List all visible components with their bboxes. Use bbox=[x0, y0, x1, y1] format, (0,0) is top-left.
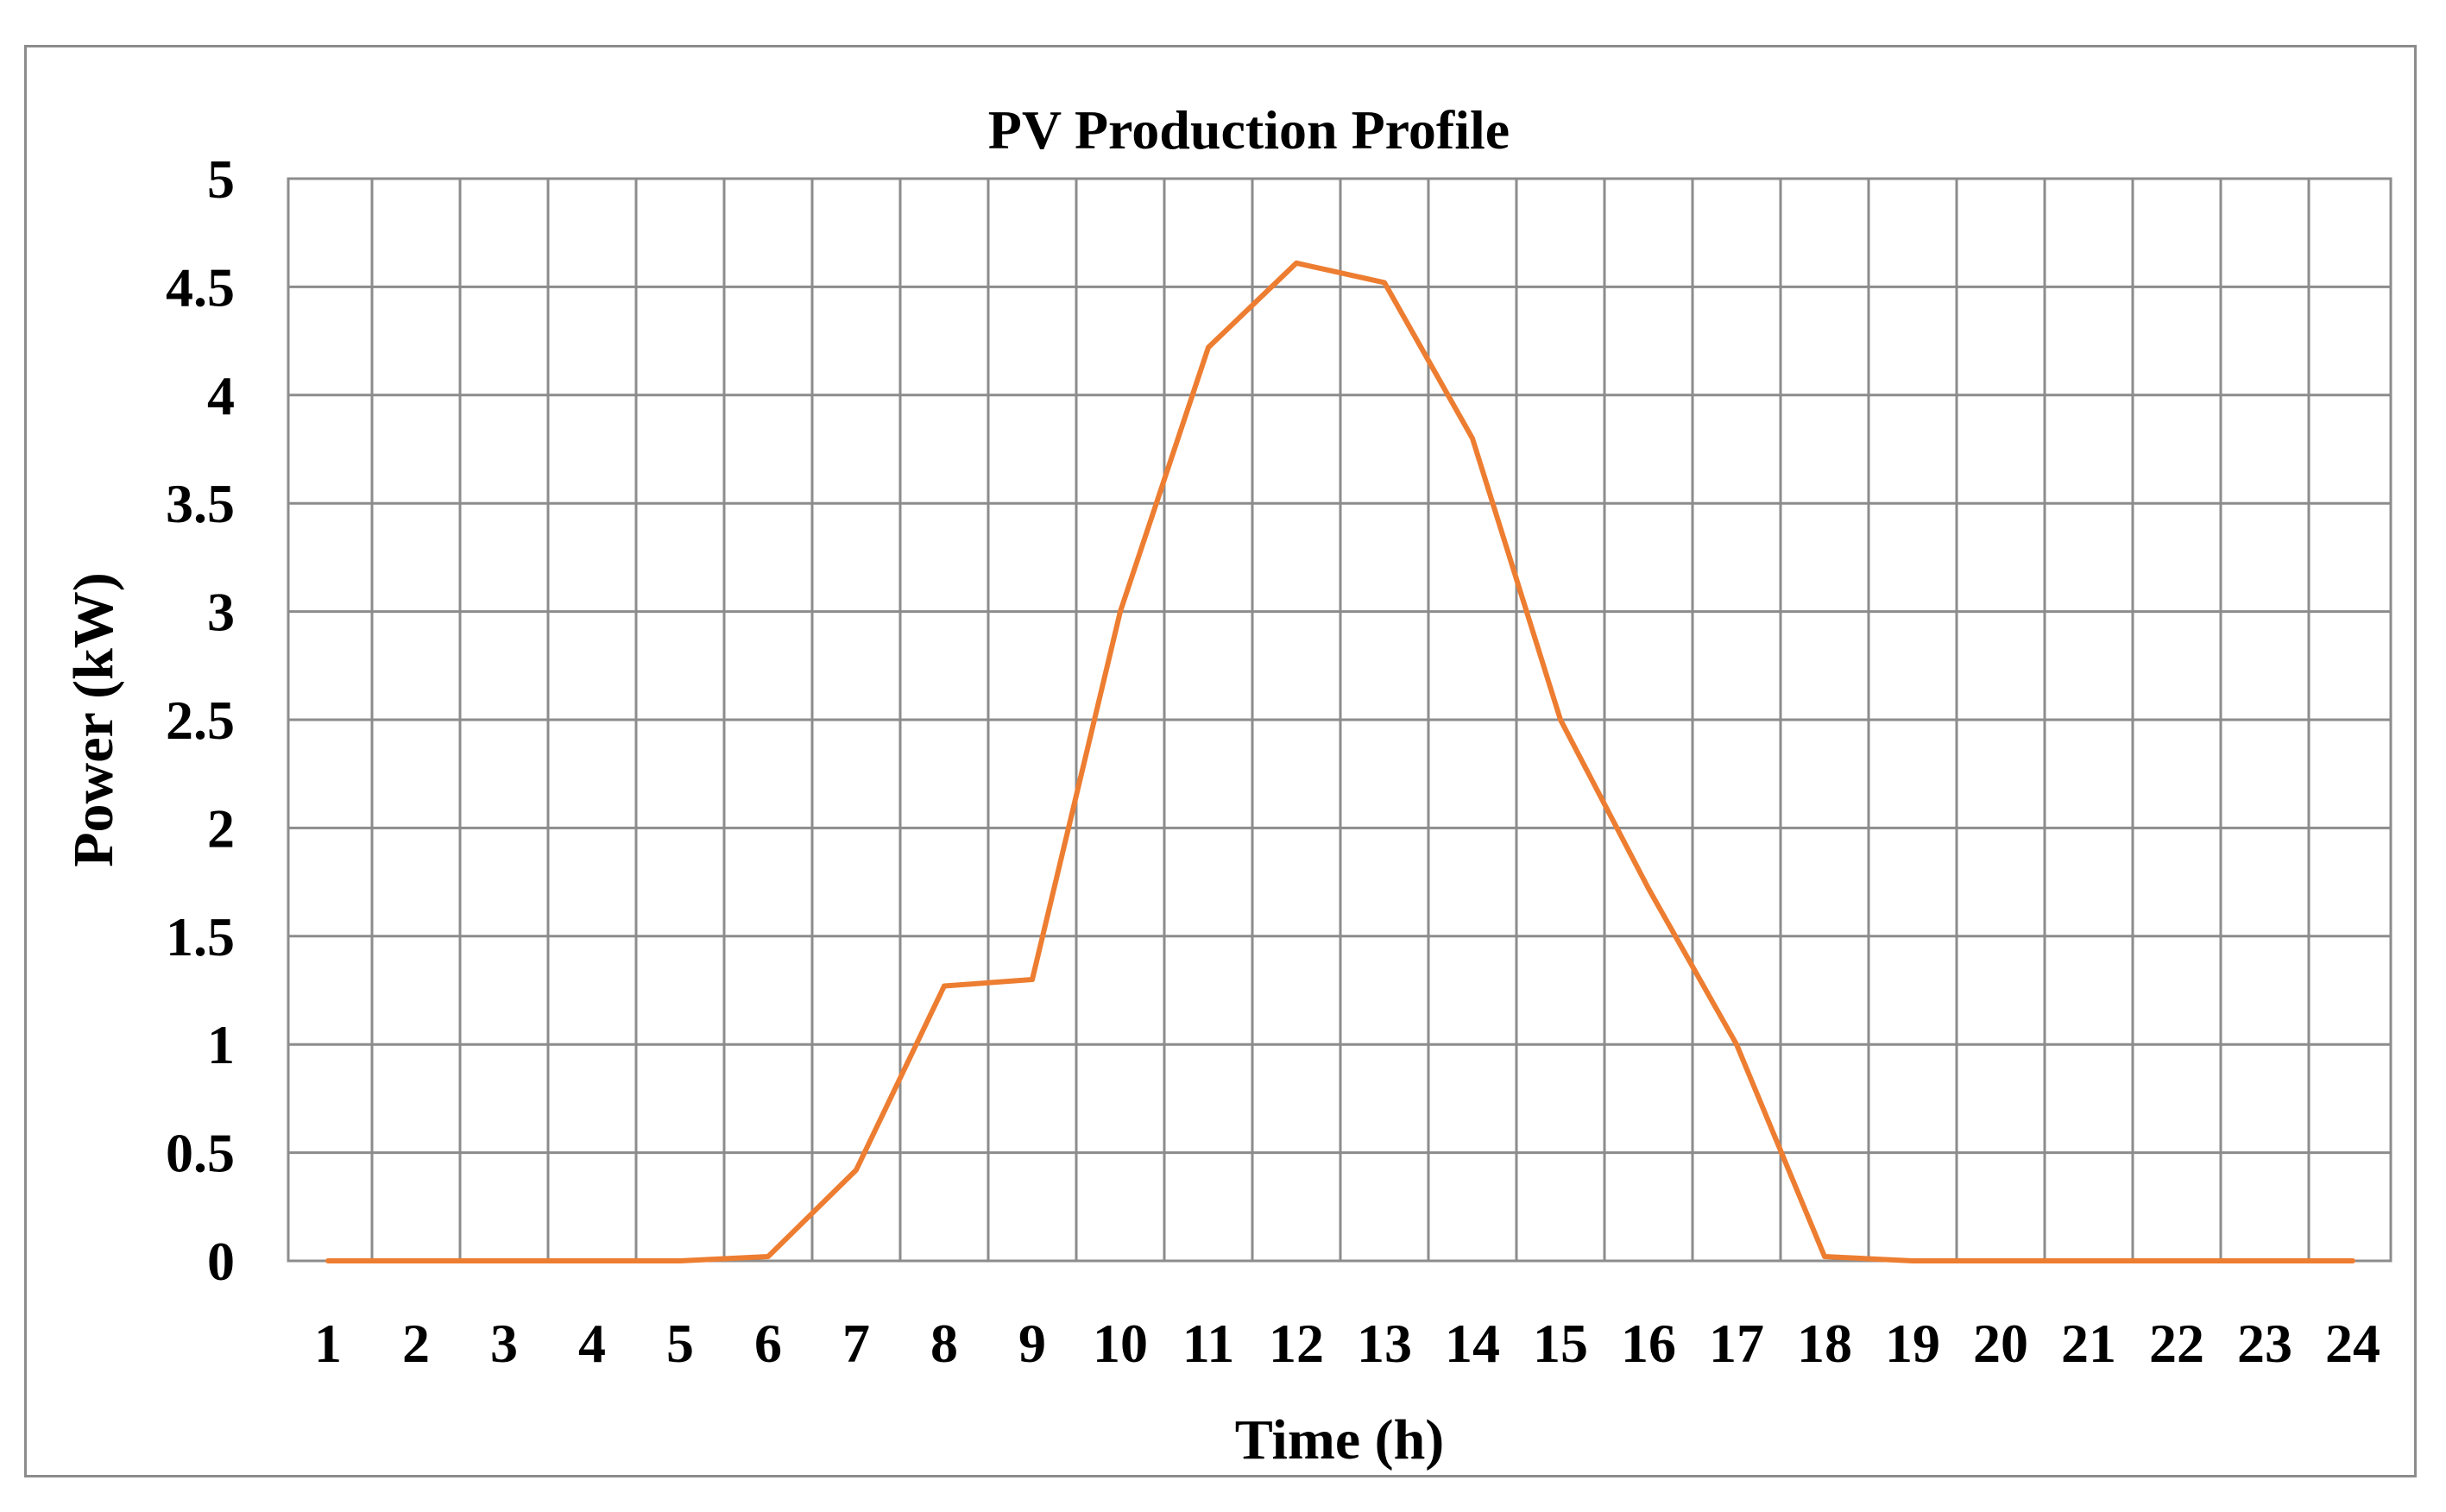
y-tick-label: 3.5 bbox=[166, 473, 235, 534]
x-tick-label: 14 bbox=[1445, 1313, 1500, 1374]
x-tick-label: 12 bbox=[1269, 1313, 1324, 1374]
x-tick-label: 13 bbox=[1357, 1313, 1412, 1374]
x-tick-label: 1 bbox=[314, 1313, 342, 1374]
y-axis-label: Power (kW) bbox=[62, 572, 125, 867]
x-tick-label: 20 bbox=[1973, 1313, 2028, 1374]
x-tick-label: 4 bbox=[578, 1313, 606, 1374]
y-tick-label: 4 bbox=[207, 365, 235, 426]
x-tick-label: 16 bbox=[1621, 1313, 1676, 1374]
x-tick-label: 24 bbox=[2325, 1313, 2380, 1374]
x-tick-label: 23 bbox=[2237, 1313, 2292, 1374]
y-tick-label: 1.5 bbox=[166, 906, 235, 967]
x-tick-label: 9 bbox=[1018, 1313, 1046, 1374]
grid-layer bbox=[288, 177, 2391, 1263]
x-tick-label: 19 bbox=[1885, 1313, 1940, 1374]
x-tick-label: 8 bbox=[930, 1313, 958, 1374]
y-tick-label: 0.5 bbox=[166, 1123, 235, 1184]
x-tick-label: 15 bbox=[1533, 1313, 1588, 1374]
x-axis-label: Time (h) bbox=[1235, 1408, 1445, 1471]
x-tick-label: 2 bbox=[402, 1313, 430, 1374]
x-tick-label: 17 bbox=[1709, 1313, 1764, 1374]
x-axis-ticks: 1 2 3 4 5 6 7 8 9 10 11 12 13 14 15 16 17 18 19 20 21 22 23 24 bbox=[314, 1313, 2380, 1374]
series-layer bbox=[325, 260, 2355, 1263]
x-tick-label: 10 bbox=[1093, 1313, 1148, 1374]
y-tick-label: 4.5 bbox=[166, 256, 235, 318]
chart-title: PV Production Profile bbox=[988, 99, 1510, 161]
chart-frame bbox=[24, 45, 2417, 1477]
series-line bbox=[325, 260, 2355, 1263]
y-tick-label: 0 bbox=[207, 1231, 235, 1292]
y-tick-label: 1 bbox=[207, 1014, 235, 1075]
y-tick-label: 3 bbox=[207, 582, 235, 643]
x-tick-label: 3 bbox=[490, 1313, 518, 1374]
x-tick-label: 18 bbox=[1797, 1313, 1852, 1374]
x-tick-label: 5 bbox=[666, 1313, 694, 1374]
y-axis-ticks: 0 0.5 1 1.5 2 2.5 3 3.5 4 4.5 5 bbox=[166, 148, 235, 1292]
x-tick-label: 22 bbox=[2149, 1313, 2204, 1374]
x-tick-label: 6 bbox=[754, 1313, 782, 1374]
y-tick-label: 2.5 bbox=[166, 690, 235, 751]
x-tick-label: 11 bbox=[1182, 1313, 1234, 1374]
y-tick-label: 2 bbox=[207, 797, 235, 859]
plot-area bbox=[287, 177, 2392, 1263]
y-tick-label: 5 bbox=[207, 148, 235, 210]
x-tick-label: 21 bbox=[2061, 1313, 2116, 1374]
x-tick-label: 7 bbox=[842, 1313, 870, 1374]
